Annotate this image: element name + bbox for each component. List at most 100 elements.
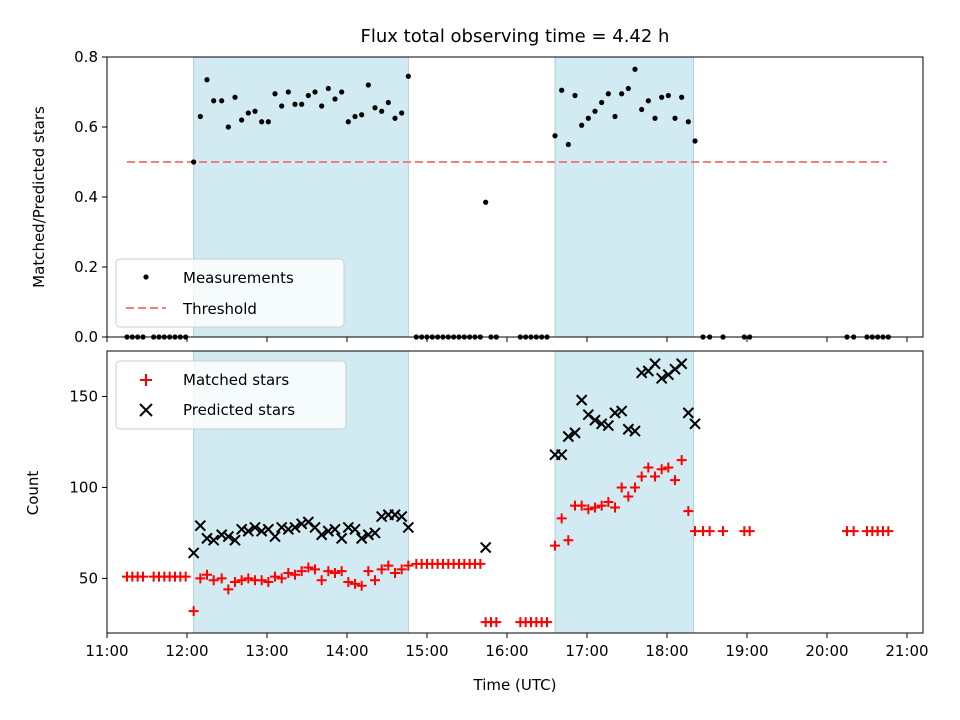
x-tick-label-5: 16:00 [485, 642, 528, 660]
matched-point-66 [550, 540, 560, 551]
measurement-point-81 [652, 115, 658, 121]
legend-measurements-marker [143, 274, 149, 280]
matched-point-35 [350, 578, 360, 589]
measurement-point-72 [592, 108, 598, 114]
matched-point-32 [330, 567, 340, 578]
measurement-point-37 [365, 82, 371, 88]
matched-point-18 [236, 575, 247, 586]
matched-point-68 [563, 535, 574, 546]
matched-point-42 [396, 564, 407, 575]
predicted-point-15 [289, 521, 301, 534]
x-axis-label: Time (UTC) [473, 676, 557, 694]
predicted-point-5 [222, 530, 235, 543]
top-y-tick-label-4: 0.8 [74, 48, 98, 66]
predicted-point-25 [355, 532, 368, 545]
x-tick-label-8: 19:00 [725, 642, 768, 660]
matched-point-75 [610, 502, 620, 513]
top-y-axis-label: Matched/Predicted stars [30, 106, 48, 288]
matched-point-74 [603, 497, 614, 508]
matched-point-78 [630, 482, 640, 493]
matched-point-92 [744, 526, 755, 537]
measurement-point-69 [572, 92, 578, 99]
matched-point-19 [243, 573, 254, 584]
legend-matched-marker [140, 374, 152, 386]
measurement-point-70 [579, 122, 585, 128]
predicted-point-41 [595, 418, 608, 430]
measurement-point-15 [219, 98, 225, 104]
predicted-point-2 [201, 532, 213, 545]
matched-point-73 [596, 500, 607, 511]
bottom-y-tick-label-0: 50 [79, 569, 98, 587]
matched-point-90 [718, 526, 728, 537]
measurement-point-43 [405, 73, 411, 79]
matched-point-26 [290, 569, 300, 580]
top-y-tick-label-0: 0.0 [74, 328, 98, 346]
predicted-point-30 [389, 509, 401, 521]
top-panel: 0.00.20.40.60.8 Matched/Predicted stars … [30, 48, 924, 346]
predicted-point-33 [479, 541, 492, 554]
measurement-point-73 [599, 99, 605, 106]
measurement-point-16 [225, 124, 231, 130]
predicted-point-32 [402, 521, 415, 534]
bottom-y-tick-label-1: 100 [69, 478, 98, 496]
matched-point-89 [704, 526, 715, 537]
matched-point-72 [590, 502, 600, 513]
bottom-legend: Matched stars Predicted stars [115, 360, 347, 430]
predicted-point-49 [649, 358, 661, 370]
predicted-point-10 [255, 525, 268, 537]
measurement-point-36 [359, 112, 365, 118]
measurement-point-34 [345, 119, 351, 125]
matched-point-15 [216, 573, 227, 584]
matched-point-36 [356, 580, 367, 591]
measurement-point-87 [692, 138, 698, 144]
x-tick-label-9: 20:00 [805, 642, 848, 660]
matched-point-37 [363, 566, 374, 577]
measurement-point-26 [292, 101, 298, 107]
measurement-point-41 [392, 115, 398, 121]
matched-point-33 [336, 566, 347, 577]
measurement-point-68 [565, 141, 571, 148]
predicted-point-16 [295, 518, 308, 530]
predicted-point-19 [315, 529, 328, 541]
predicted-point-53 [675, 358, 688, 370]
top-legend: Measurements Threshold [115, 258, 345, 328]
matched-point-38 [370, 575, 380, 586]
legend-threshold-label: Threshold [182, 300, 257, 318]
matched-point-30 [316, 575, 327, 586]
matched-star-points [122, 455, 894, 628]
measurement-point-18 [239, 117, 245, 123]
matched-point-70 [576, 500, 587, 511]
measurement-point-75 [612, 113, 618, 120]
measurement-point-79 [639, 106, 645, 113]
measurement-point-83 [665, 92, 671, 99]
predicted-point-31 [395, 510, 408, 523]
matched-point-71 [583, 504, 594, 515]
measurement-point-17 [232, 94, 238, 100]
predicted-point-23 [342, 521, 355, 534]
matched-point-84 [670, 475, 680, 486]
measurement-point-13 [204, 77, 210, 83]
measurement-point-42 [399, 110, 405, 116]
x-tick-label-6: 17:00 [565, 642, 608, 660]
predicted-point-26 [362, 529, 375, 541]
matched-point-27 [296, 566, 307, 577]
matched-point-56 [475, 558, 486, 569]
matched-point-81 [650, 471, 660, 482]
predicted-point-14 [282, 523, 295, 536]
predicted-point-42 [602, 419, 615, 432]
predicted-point-37 [569, 427, 581, 439]
measurement-point-40 [385, 99, 391, 106]
matched-point-12 [195, 573, 206, 584]
predicted-point-35 [555, 448, 568, 461]
top-y-ticks: 0.0 0.2 0.4 0.6 0.8 [74, 48, 107, 346]
matched-point-43 [403, 560, 414, 571]
matched-point-22 [263, 577, 274, 588]
predicted-point-50 [655, 372, 668, 384]
legend-predicted-label: Predicted stars [183, 401, 295, 419]
top-legend-box [115, 258, 345, 328]
matched-point-3 [138, 571, 148, 582]
predicted-point-45 [622, 423, 635, 435]
